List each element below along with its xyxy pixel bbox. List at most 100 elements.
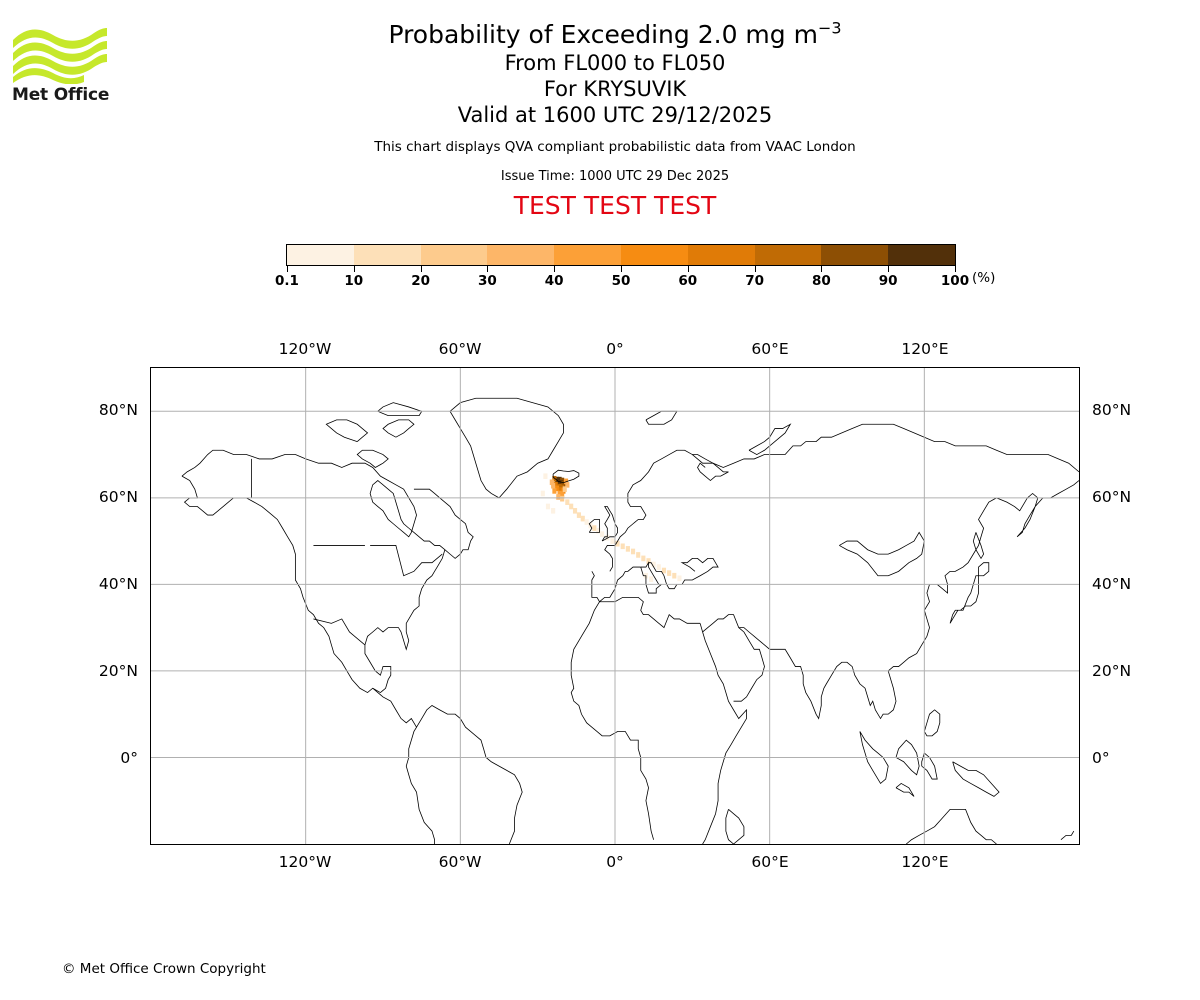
ash-cell: [572, 507, 578, 514]
ash-cell: [661, 567, 667, 574]
coastline-path: [382, 419, 415, 438]
colorbar-segment-8: [821, 245, 889, 265]
coastline-path: [640, 561, 663, 594]
lat-label-left-0°: 0°: [120, 749, 138, 768]
ash-cell: [554, 485, 560, 492]
ash-cell: [552, 475, 557, 482]
lat-label-right-60°N: 60°N: [1092, 488, 1132, 507]
ash-cell: [615, 540, 620, 547]
flight-level-subtitle: From FL000 to FL050: [504, 51, 726, 75]
map-frame: [150, 367, 1080, 845]
lon-label-bottom-60°W: 60°W: [438, 853, 482, 871]
coastline-path: [356, 449, 389, 468]
ash-cell: [553, 482, 558, 488]
lon-label-bottom-60°E: 60°E: [751, 853, 789, 871]
ash-cell: [630, 548, 636, 555]
ash-cell: [625, 546, 630, 552]
ash-cell: [610, 538, 615, 544]
map-canvas: [151, 368, 1079, 844]
ash-cell: [565, 499, 570, 505]
colorbar-swatches: [286, 244, 956, 266]
coastline-path: [601, 506, 618, 542]
lon-label-bottom-120°E: 120°E: [901, 853, 949, 871]
test-banner: TEST TEST TEST: [513, 191, 717, 220]
colorbar-label-0.1: 0.1: [275, 273, 299, 289]
ash-cell: [552, 488, 557, 494]
coastline-path: [408, 488, 474, 559]
coastline-path: [699, 623, 747, 844]
coastline-path: [978, 562, 990, 577]
ash-cell: [649, 576, 654, 582]
valid-time-subtitle: Valid at 1600 UTC 29/12/2025: [457, 103, 773, 127]
ash-cell: [561, 481, 566, 487]
coastline-path: [313, 618, 366, 646]
coastline-path: [364, 549, 446, 694]
coastline-path: [181, 449, 417, 538]
ash-cell: [557, 483, 562, 490]
lon-label-bottom-120°W: 120°W: [278, 853, 332, 871]
ash-cell: [554, 476, 560, 483]
ash-cell: [576, 512, 581, 518]
colorbar-label-20: 20: [411, 273, 430, 289]
lat-label-right-20°N: 20°N: [1092, 662, 1132, 681]
colorbar-unit-label: (%): [972, 270, 996, 286]
coastline-path: [921, 752, 938, 780]
chart-header: Probability of Exceeding 2.0 mg m−3 From…: [150, 20, 1080, 220]
world-map: 120°W 120°W 60°W 60°W 0° 0° 60°E 60°E 120°E 120°E…: [99, 340, 1131, 871]
coastline-path: [1060, 830, 1075, 841]
colorbar-tick-60: [687, 266, 689, 272]
ash-cell: [584, 519, 589, 525]
ash-cell: [646, 558, 651, 564]
ash-cell: [667, 570, 672, 576]
coastline-path: [604, 449, 729, 572]
colorbar-tick-labels: 0.1 10 20 30 40 50 60 70 80 90 100: [275, 273, 969, 291]
colorbar-tick-10: [353, 266, 355, 272]
probability-colorbar: 0.1 10 20 30 40 50 60 70 80 90 100: [275, 244, 969, 291]
lon-label-top-0°: 0°: [606, 340, 624, 358]
ash-cell: [558, 487, 563, 493]
volcano-subtitle: For KRYSUVIK: [543, 77, 687, 101]
coastline-path: [370, 545, 443, 577]
ash-cell: [560, 491, 565, 498]
qva-note: This chart displays QVA compliant probab…: [374, 139, 856, 155]
graticule-layer: [151, 368, 1079, 844]
colorbar-tick-90: [888, 266, 890, 272]
title-text: Probability of Exceeding 2.0 mg m: [388, 20, 818, 49]
lat-label-right-0°: 0°: [1092, 749, 1110, 768]
ash-cell: [641, 555, 646, 562]
colorbar-label-60: 60: [678, 273, 698, 289]
lat-label-left-40°N: 40°N: [98, 575, 138, 594]
colorbar-ticks: [286, 266, 956, 273]
coastline-path: [895, 739, 920, 776]
colorbar-label-70: 70: [745, 273, 764, 289]
title-exponent: −3: [817, 18, 842, 38]
colorbar-segment-7: [754, 245, 822, 265]
ash-cell: [562, 486, 567, 492]
ash-cell: [563, 478, 569, 485]
met-office-wave-mark: [13, 28, 107, 84]
ash-cell: [600, 531, 605, 537]
coastline-path: [949, 575, 979, 624]
lat-label-left-80°N: 80°N: [98, 401, 138, 420]
coastline-layer: [181, 397, 1079, 844]
ash-cell: [656, 564, 661, 570]
lat-label-left-20°N: 20°N: [98, 662, 138, 681]
colorbar-label-10: 10: [344, 273, 364, 289]
ash-cell: [636, 552, 641, 558]
lat-label-right-80°N: 80°N: [1092, 401, 1132, 420]
coastline-path: [839, 531, 925, 577]
ash-cell: [560, 495, 565, 502]
colorbar-tick-40: [554, 266, 556, 272]
coastline-path: [552, 469, 580, 484]
logo-wave-band-2: [13, 41, 107, 62]
coastline-path: [599, 596, 701, 629]
colorbar-segment-6: [687, 245, 755, 265]
coastline-path: [738, 480, 1079, 720]
coastline-path: [906, 808, 997, 844]
ash-cell: [557, 476, 562, 483]
logo-wave-band-3: [13, 54, 107, 75]
coastline-path: [648, 558, 719, 590]
page-title: Probability of Exceeding 2.0 mg m−3: [150, 20, 1080, 50]
colorbar-tick-70: [754, 266, 756, 272]
coastline-path: [692, 423, 1079, 473]
